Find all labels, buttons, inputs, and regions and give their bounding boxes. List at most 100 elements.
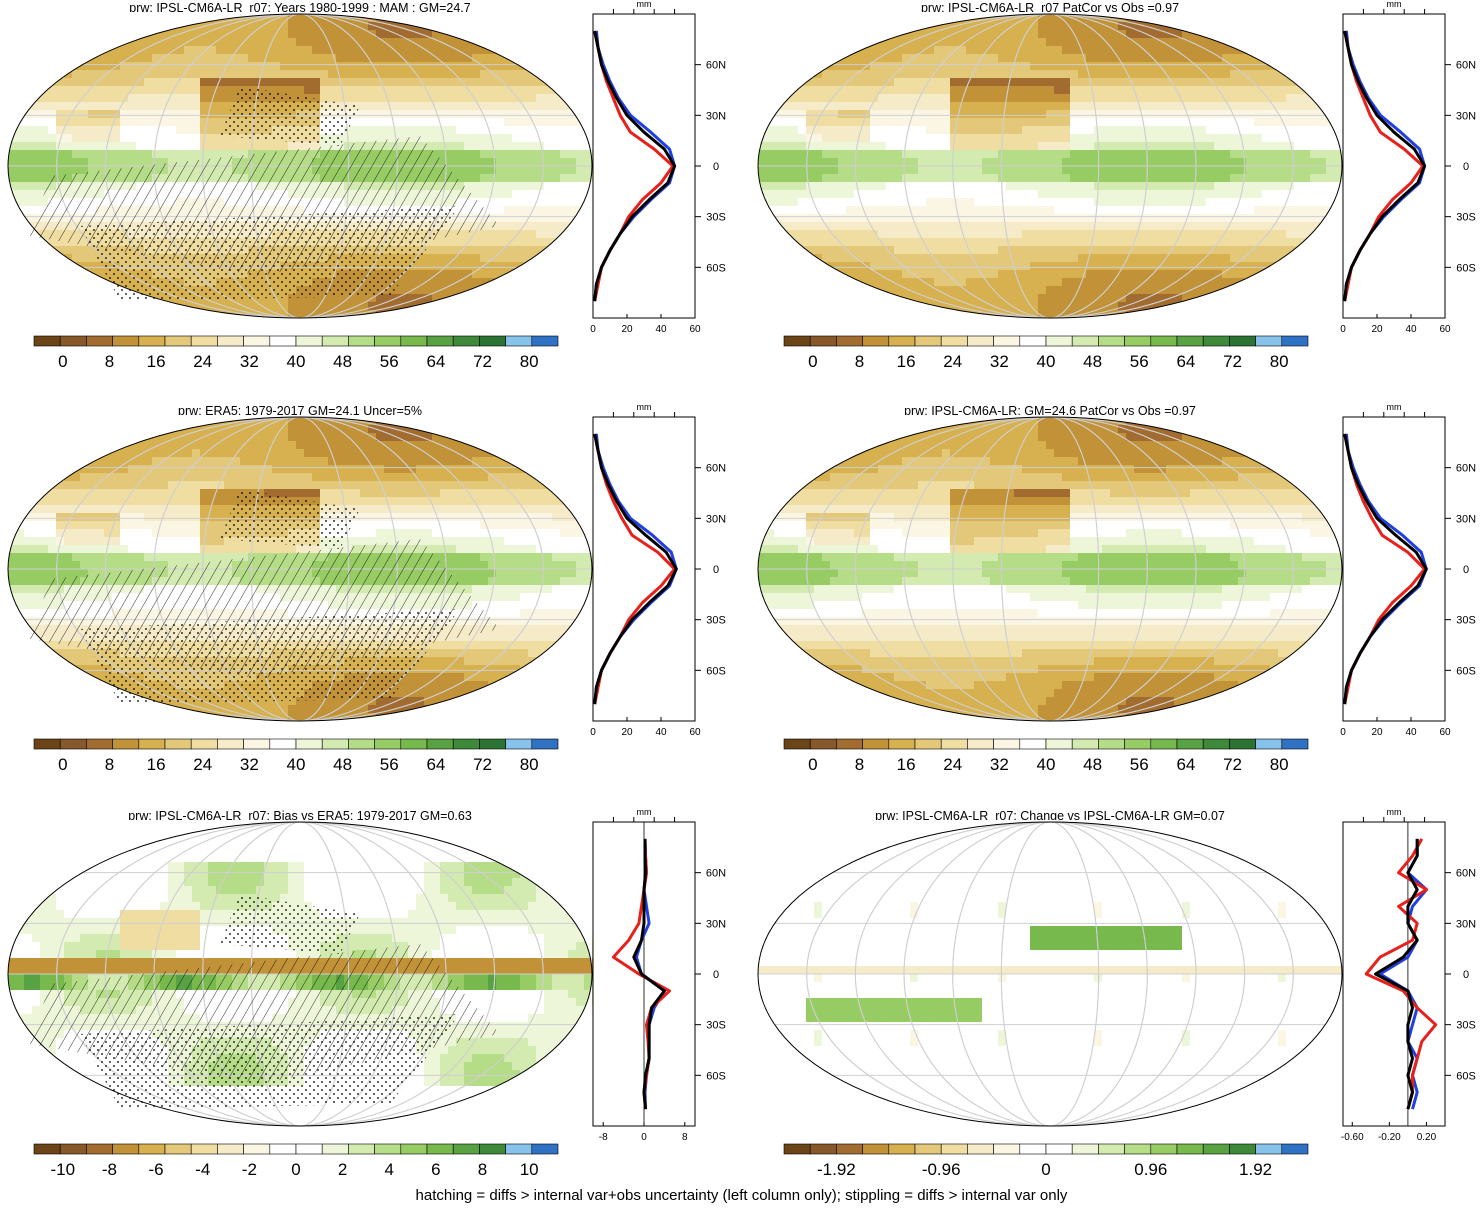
map-cell xyxy=(1318,174,1327,183)
map-cell xyxy=(1150,110,1159,119)
map-cell xyxy=(136,158,145,167)
map-cell xyxy=(1246,110,1255,119)
map-cell xyxy=(1078,174,1087,183)
map-cell xyxy=(1110,294,1119,303)
map-cell xyxy=(312,449,321,458)
map-cell xyxy=(1070,262,1079,271)
map-cell xyxy=(288,449,297,458)
map-cell xyxy=(408,62,417,71)
map-cell xyxy=(1174,270,1183,279)
map-cell xyxy=(504,222,513,231)
map-cell xyxy=(496,198,505,207)
map-cell xyxy=(1094,278,1103,287)
map-cell xyxy=(528,230,537,239)
map-cell xyxy=(280,302,289,311)
map-cell xyxy=(1278,142,1287,151)
map-cell xyxy=(128,70,137,79)
map-cell xyxy=(934,118,943,127)
map-cell xyxy=(48,158,57,167)
map-cell xyxy=(782,214,791,223)
map-cell xyxy=(1110,102,1119,111)
map-cell xyxy=(862,254,871,263)
map-cell xyxy=(328,22,337,31)
map-cell xyxy=(424,449,433,458)
map-cell xyxy=(1102,158,1111,167)
map-cell xyxy=(360,38,369,47)
map-cell xyxy=(886,62,895,71)
map-cell xyxy=(1070,238,1079,247)
map-cell xyxy=(1078,166,1087,175)
map-cell xyxy=(128,473,137,482)
map-cell xyxy=(974,286,983,295)
map-cell xyxy=(1238,206,1247,215)
map-cell xyxy=(942,190,951,199)
map-cell xyxy=(918,182,927,191)
map-cell xyxy=(1062,254,1071,263)
map-cell xyxy=(432,86,441,95)
map-cell xyxy=(1182,30,1191,39)
map-cell xyxy=(1134,238,1143,247)
map-cell xyxy=(990,158,999,167)
map-cell xyxy=(136,54,145,63)
map-cell xyxy=(560,158,569,167)
map-cell xyxy=(520,86,529,95)
map-cell xyxy=(400,302,409,311)
map-cell xyxy=(1142,62,1151,71)
map-cell xyxy=(854,142,863,151)
map-cell xyxy=(1006,254,1015,263)
map-cell xyxy=(432,70,441,79)
map-cell xyxy=(544,134,553,143)
map-cell xyxy=(336,38,345,47)
map-cell xyxy=(934,142,943,151)
map-cell xyxy=(296,465,305,474)
map-cell xyxy=(120,449,129,458)
map-cell xyxy=(176,465,185,474)
map-cell xyxy=(264,417,273,426)
map-cell xyxy=(966,190,975,199)
map-cell xyxy=(1198,214,1207,223)
map-cell xyxy=(248,465,257,474)
map-cell xyxy=(112,158,121,167)
map-cell xyxy=(152,78,161,87)
map-cell xyxy=(80,166,89,175)
map-cell xyxy=(1230,134,1239,143)
map-cell xyxy=(40,166,49,175)
map-cell xyxy=(440,465,449,474)
map-cell xyxy=(966,294,975,303)
map-cell xyxy=(1126,206,1135,215)
map-cell xyxy=(1062,278,1071,287)
map-cell xyxy=(854,206,863,215)
map-cell xyxy=(440,126,449,135)
map-cell xyxy=(1094,22,1103,31)
map-cell xyxy=(256,46,265,55)
map-cell xyxy=(408,110,417,119)
map-cell xyxy=(1230,118,1239,127)
map-cell xyxy=(240,38,249,47)
map-cell xyxy=(568,158,577,167)
map-cell xyxy=(240,142,249,151)
map-cell xyxy=(376,425,385,434)
map-cell xyxy=(1110,30,1119,39)
stippling xyxy=(220,86,360,146)
map-cell xyxy=(990,278,999,287)
map-cell xyxy=(160,110,169,119)
map-cell xyxy=(440,70,449,79)
map-cell xyxy=(112,457,121,466)
colorbar-bin xyxy=(112,335,140,347)
map-cell xyxy=(926,86,935,95)
map-cell xyxy=(528,206,537,215)
map-cell xyxy=(950,214,959,223)
map-cell xyxy=(1102,46,1111,55)
map-cell xyxy=(1222,166,1231,175)
map-cell xyxy=(376,134,385,143)
map-cell xyxy=(814,126,823,135)
map-cell xyxy=(416,457,425,466)
map-cell xyxy=(1094,62,1103,71)
map-cell xyxy=(774,182,783,191)
map-cell xyxy=(1126,302,1135,311)
map-cell xyxy=(774,190,783,199)
map-cell xyxy=(774,174,783,183)
map-cell xyxy=(160,78,169,87)
map-cell xyxy=(1270,86,1279,95)
map-cell xyxy=(910,230,919,239)
